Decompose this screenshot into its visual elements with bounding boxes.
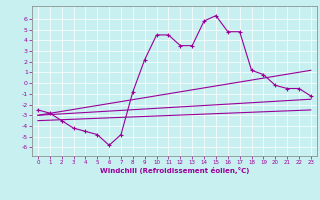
X-axis label: Windchill (Refroidissement éolien,°C): Windchill (Refroidissement éolien,°C) — [100, 167, 249, 174]
